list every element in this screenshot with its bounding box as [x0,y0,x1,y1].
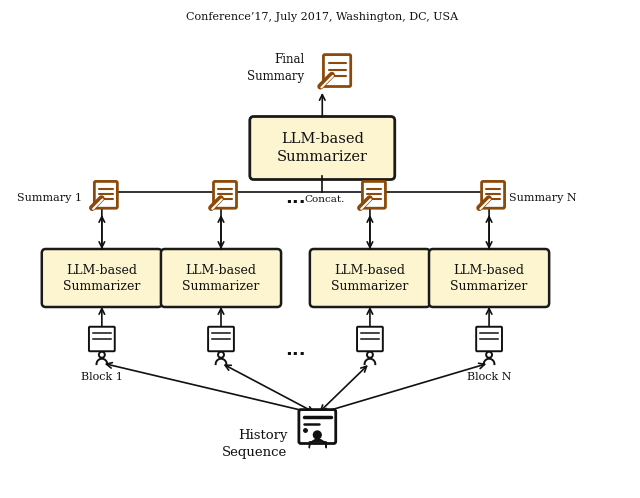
Circle shape [99,352,105,358]
FancyBboxPatch shape [323,55,351,87]
Text: Conference’17, July 2017, Washington, DC, USA: Conference’17, July 2017, Washington, DC… [186,12,458,22]
Circle shape [218,352,224,358]
Text: LLM-based
Summarizer: LLM-based Summarizer [451,263,528,292]
FancyBboxPatch shape [476,327,502,351]
Text: Final
Summary: Final Summary [247,53,305,83]
Circle shape [486,352,492,358]
FancyBboxPatch shape [362,181,385,208]
Text: Summary 1: Summary 1 [17,193,82,203]
Text: Summary N: Summary N [509,193,577,203]
Text: ...: ... [285,189,306,207]
FancyBboxPatch shape [214,181,237,208]
Text: Block N: Block N [467,372,511,382]
Text: ...: ... [285,341,306,359]
FancyBboxPatch shape [250,117,395,179]
FancyBboxPatch shape [357,327,383,351]
FancyBboxPatch shape [208,327,234,351]
FancyBboxPatch shape [429,249,549,307]
Text: LLM-based
Summarizer: LLM-based Summarizer [332,263,408,292]
FancyBboxPatch shape [481,181,504,208]
FancyBboxPatch shape [89,327,115,351]
Text: LLM-based
Summarizer: LLM-based Summarizer [276,132,368,164]
Text: LLM-based
Summarizer: LLM-based Summarizer [182,263,260,292]
FancyBboxPatch shape [299,409,336,444]
Text: Block 1: Block 1 [81,372,123,382]
FancyBboxPatch shape [94,181,117,208]
Text: Concat.: Concat. [304,195,344,204]
Text: LLM-based
Summarizer: LLM-based Summarizer [63,263,141,292]
FancyBboxPatch shape [42,249,162,307]
Circle shape [367,352,373,358]
FancyBboxPatch shape [161,249,281,307]
FancyBboxPatch shape [310,249,430,307]
Circle shape [314,431,321,439]
Text: History
Sequence: History Sequence [222,429,287,459]
